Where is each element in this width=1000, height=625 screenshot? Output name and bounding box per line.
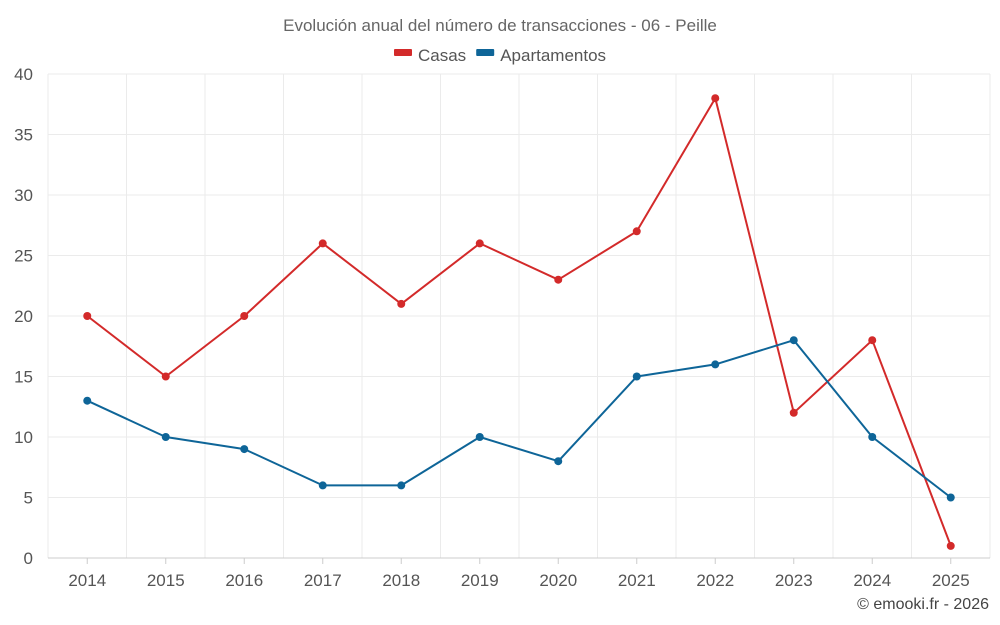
- data-point[interactable]: [83, 312, 92, 320]
- series-casas: [83, 94, 955, 550]
- legend-swatch: [476, 49, 495, 56]
- series-line: [86, 339, 952, 499]
- x-tick-label: 2014: [68, 571, 106, 590]
- y-tick-label: 15: [14, 368, 33, 387]
- data-point[interactable]: [83, 396, 92, 405]
- data-point[interactable]: [240, 312, 249, 320]
- data-point[interactable]: [789, 336, 798, 345]
- y-tick-label: 5: [24, 489, 33, 508]
- data-point[interactable]: [946, 493, 955, 502]
- series-apartamentos: [83, 336, 955, 502]
- legend-label: Apartamentos: [500, 46, 606, 65]
- y-tick-label: 30: [14, 186, 33, 205]
- x-tick-label: 2015: [147, 571, 185, 590]
- data-point[interactable]: [554, 457, 563, 466]
- y-axis: 0 5 10 15 20 25 30 35 40: [14, 65, 33, 568]
- x-axis: 2014 2015 2016 2017 2018 2019 2020 2021 2022 2023…: [48, 557, 990, 590]
- x-tick-label: 2019: [461, 571, 499, 590]
- y-tick-label: 20: [14, 307, 33, 326]
- x-tick-label: 2024: [853, 571, 891, 590]
- x-tick-label: 2018: [382, 571, 420, 590]
- y-tick-label: 0: [24, 549, 33, 568]
- series-group: [83, 94, 955, 550]
- y-tick-label: 40: [14, 65, 33, 84]
- data-point[interactable]: [475, 433, 484, 441]
- x-tick-label: 2025: [932, 571, 970, 590]
- data-point[interactable]: [554, 275, 563, 284]
- data-point[interactable]: [632, 227, 641, 236]
- data-point[interactable]: [711, 94, 720, 103]
- legend-item-casas[interactable]: Casas: [394, 46, 466, 65]
- data-point[interactable]: [789, 408, 798, 417]
- y-tick-label: 25: [14, 247, 33, 266]
- legend-item-apartamentos[interactable]: Apartamentos: [476, 46, 606, 65]
- chart-title: Evolución anual del número de transaccio…: [283, 16, 717, 35]
- x-tick-label: 2020: [539, 571, 577, 590]
- x-tick-label: 2023: [775, 571, 813, 590]
- y-tick-label: 10: [14, 428, 33, 447]
- series-line: [86, 97, 952, 547]
- legend-swatch: [394, 49, 412, 56]
- credit-text: © emooki.fr - 2026: [857, 596, 989, 613]
- data-point[interactable]: [946, 541, 955, 550]
- data-point[interactable]: [632, 372, 641, 381]
- data-point[interactable]: [161, 372, 170, 381]
- legend: Casas Apartamentos: [394, 46, 606, 65]
- x-tick-label: 2022: [696, 571, 734, 590]
- x-tick-label: 2017: [304, 571, 342, 590]
- data-point[interactable]: [240, 445, 249, 454]
- data-point[interactable]: [475, 239, 484, 248]
- data-point[interactable]: [868, 336, 877, 345]
- data-point[interactable]: [318, 481, 327, 490]
- legend-label: Casas: [418, 46, 466, 65]
- y-tick-label: 35: [14, 126, 33, 145]
- x-tick-label: 2016: [225, 571, 263, 590]
- data-point[interactable]: [397, 299, 406, 308]
- data-point[interactable]: [711, 360, 720, 369]
- data-point[interactable]: [868, 433, 877, 441]
- data-point[interactable]: [397, 481, 406, 490]
- x-tick-label: 2021: [618, 571, 656, 590]
- data-point[interactable]: [161, 433, 170, 441]
- grid: [47, 73, 991, 559]
- data-point[interactable]: [318, 239, 327, 248]
